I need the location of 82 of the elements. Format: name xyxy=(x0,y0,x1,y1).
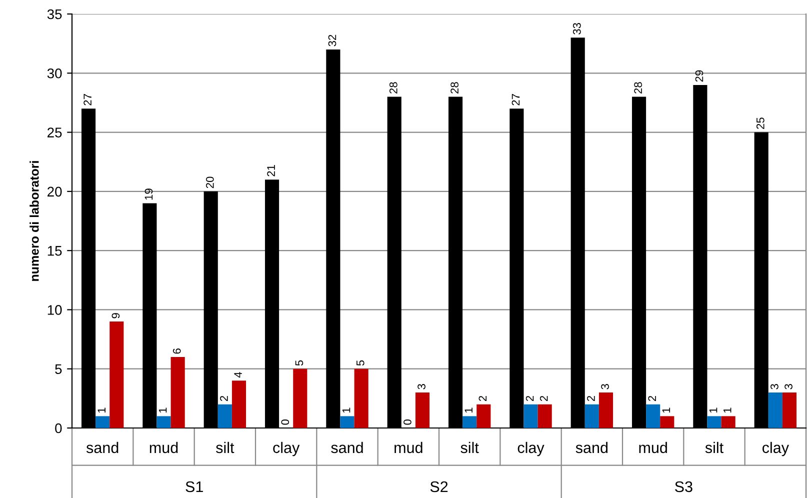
data-label: 28 xyxy=(450,82,458,94)
data-label: 1 xyxy=(98,408,106,413)
data-label: 3 xyxy=(770,384,778,390)
data-label: 6 xyxy=(172,348,181,354)
data-label: 3 xyxy=(418,384,426,390)
x-tick-label: silt xyxy=(705,442,724,454)
data-label: 3 xyxy=(601,384,609,390)
y-tick-label: 5 xyxy=(55,364,62,374)
data-label: 0 xyxy=(281,419,290,425)
data-label: 1 xyxy=(158,408,167,413)
data-label: 25 xyxy=(756,118,764,129)
y-tick-label: 20 xyxy=(48,186,62,197)
bar xyxy=(340,416,354,428)
text: S2 xyxy=(430,481,448,492)
x-tick-label: silt xyxy=(460,442,479,454)
data-label: 5 xyxy=(356,360,364,366)
y-axis-title: numero di laboratori xyxy=(30,161,39,281)
bar xyxy=(524,404,538,428)
text: S1 xyxy=(186,481,203,492)
bar xyxy=(584,404,599,428)
bar xyxy=(598,392,614,428)
data-label: 9 xyxy=(112,313,120,318)
data-label: 1 xyxy=(464,408,472,413)
data-label: 1 xyxy=(342,408,350,413)
bar xyxy=(415,392,430,428)
y-tick-label: 25 xyxy=(48,128,62,138)
data-label: 20 xyxy=(206,176,214,188)
y-tick-label: 30 xyxy=(47,68,62,78)
bar xyxy=(721,416,736,428)
text: S3 xyxy=(675,481,692,492)
x-tick-label: mud xyxy=(639,442,667,454)
data-label: 2 xyxy=(478,396,487,402)
data-label: 0 xyxy=(404,419,412,425)
bar xyxy=(768,392,782,428)
data-label: 19 xyxy=(144,188,153,200)
x-tick-label: clay xyxy=(762,442,789,456)
x-tick-label: silt xyxy=(216,442,234,454)
data-label: 29 xyxy=(695,70,704,82)
data-label: 27 xyxy=(512,94,520,106)
data-label: 1 xyxy=(724,408,732,413)
data-label: 27 xyxy=(84,94,92,106)
y-tick-label: 35 xyxy=(47,9,62,20)
x-tick-label: mud xyxy=(394,442,422,454)
bar xyxy=(660,416,674,428)
bar xyxy=(538,404,552,428)
y-tick-label: 15 xyxy=(48,246,62,256)
data-label: 32 xyxy=(328,34,336,46)
x-tick-label: sand xyxy=(86,442,118,454)
x-tick-label: clay xyxy=(273,442,300,456)
data-label: 2 xyxy=(526,396,534,402)
bar xyxy=(646,404,660,428)
data-label: 1 xyxy=(662,408,670,413)
bar xyxy=(156,416,171,428)
x-tick-label: sand xyxy=(576,442,608,454)
data-label: 2 xyxy=(648,396,656,402)
x-tick-label: sand xyxy=(331,442,363,454)
data-label: 1 xyxy=(709,408,718,413)
bar xyxy=(476,404,491,428)
data-label: 3 xyxy=(784,384,792,390)
data-label: 21 xyxy=(267,165,275,176)
bar xyxy=(170,357,185,428)
x-tick-label: mud xyxy=(150,442,178,454)
y-tick-label: 0 xyxy=(55,423,62,434)
data-label: 2 xyxy=(587,396,595,402)
bar xyxy=(110,322,124,428)
data-label: 28 xyxy=(389,82,398,94)
data-label: 5 xyxy=(295,360,304,366)
bar xyxy=(354,368,368,428)
bar xyxy=(293,368,308,428)
data-label: 33 xyxy=(572,23,581,34)
bar xyxy=(96,416,110,428)
bar xyxy=(232,380,246,428)
bar xyxy=(782,392,797,428)
x-tick-label: clay xyxy=(518,442,544,456)
data-label: 2 xyxy=(540,396,548,402)
bar xyxy=(707,416,722,428)
data-label: 4 xyxy=(234,372,242,378)
bar xyxy=(462,416,477,428)
bar xyxy=(218,404,232,428)
data-label: 2 xyxy=(220,396,228,402)
y-tick-label: 10 xyxy=(48,305,62,315)
data-label: 28 xyxy=(634,82,642,94)
